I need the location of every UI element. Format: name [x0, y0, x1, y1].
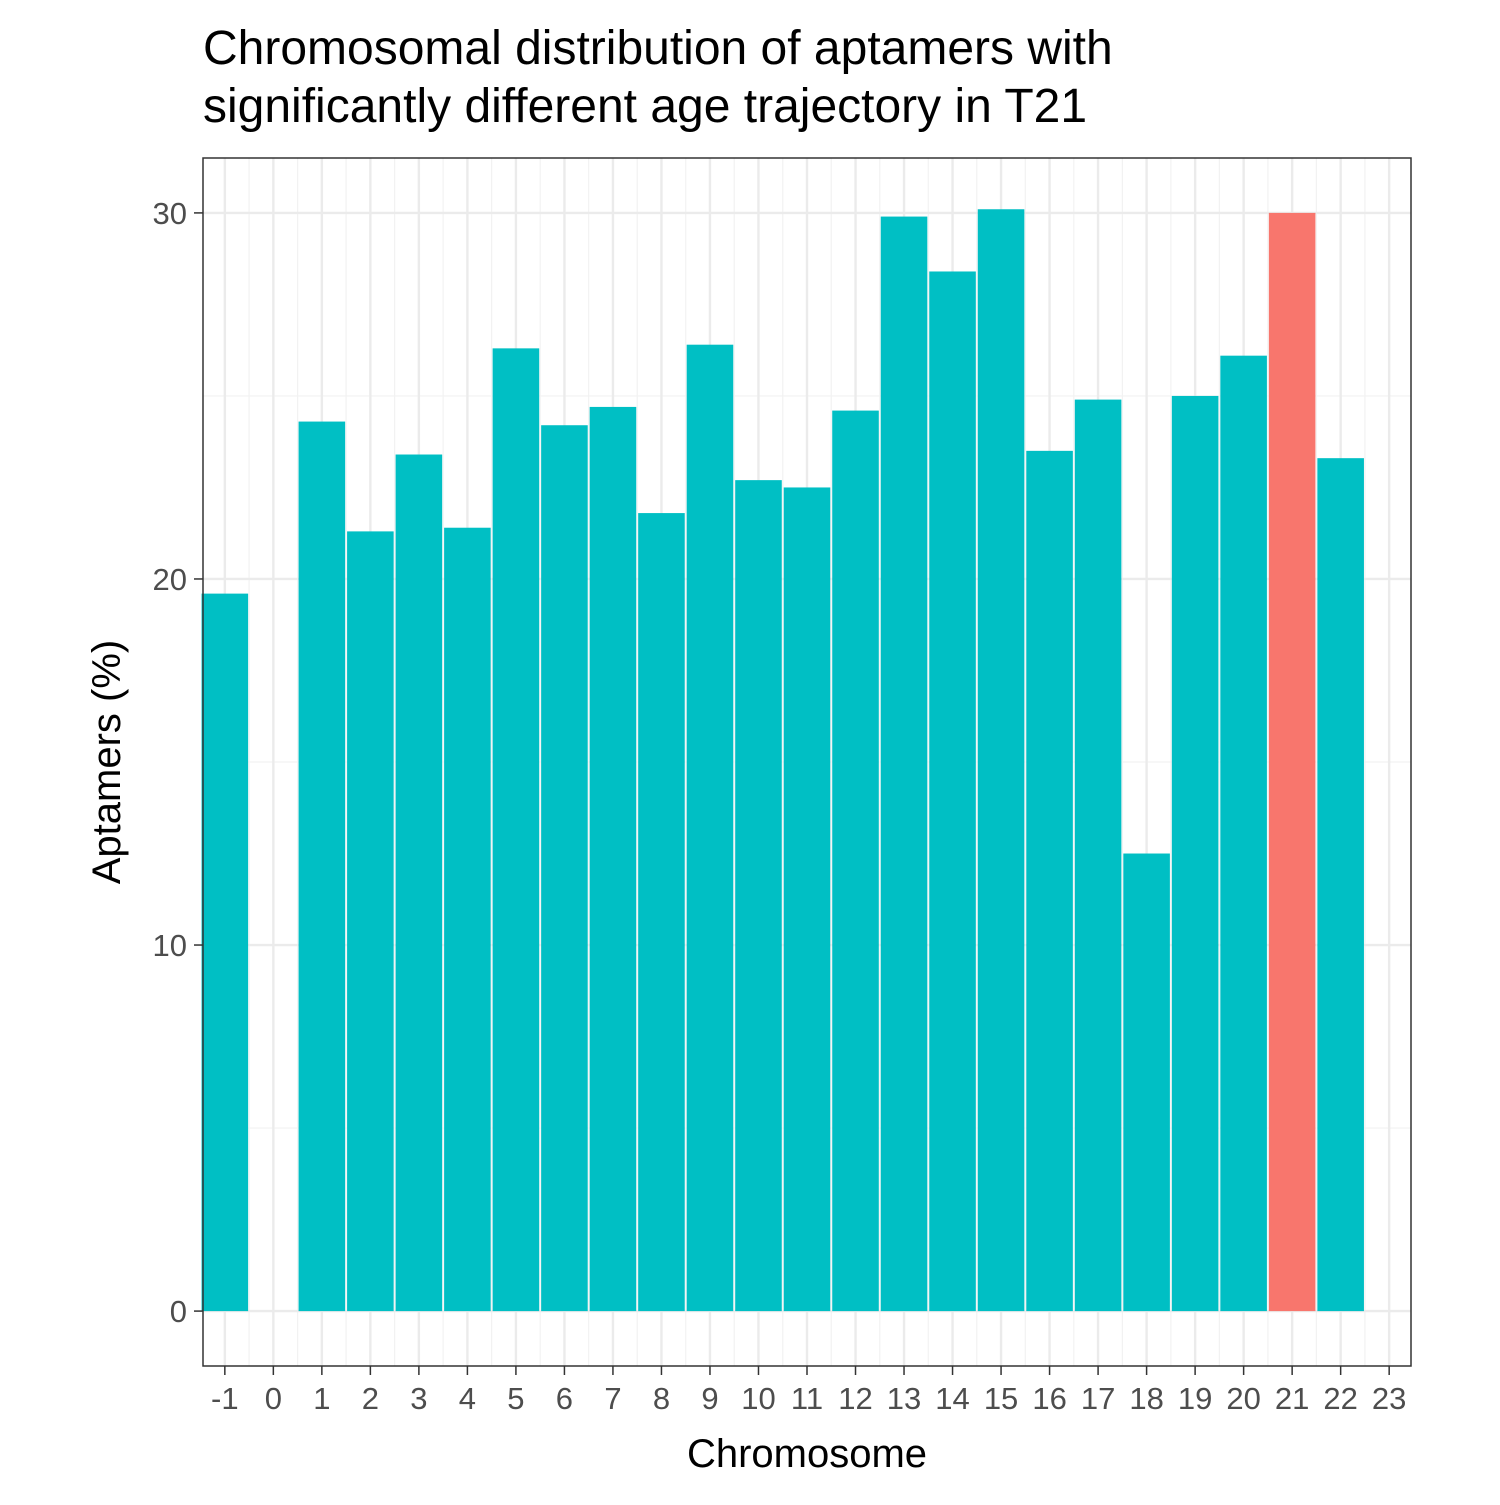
x-tick-label: 15 — [984, 1381, 1018, 1416]
x-axis-ticks: -1 0 1 2 3 4 5 6 7 8 9 10 11 12 13 14 15 16 17 18 19 20 21 22 23 — [211, 1366, 1406, 1416]
bar-chr-21 — [1268, 212, 1316, 1312]
bar-chr-4 — [444, 527, 491, 1312]
bar-chr-5 — [492, 348, 540, 1312]
x-tick-label: 2 — [362, 1381, 379, 1416]
x-tick-label: 17 — [1081, 1381, 1115, 1416]
x-tick-label: 18 — [1129, 1381, 1163, 1416]
bar-chr-16 — [1026, 450, 1073, 1312]
bar-chr-2 — [347, 531, 394, 1312]
x-tick-label: 23 — [1372, 1381, 1406, 1416]
x-tick-label: 22 — [1323, 1381, 1357, 1416]
chart-title-line2: significantly different age trajectory i… — [203, 80, 1087, 133]
x-tick-label: 11 — [791, 1381, 823, 1416]
bar-chr-10 — [735, 480, 782, 1312]
y-axis-label: Aptamers (%) — [85, 640, 129, 885]
x-tick-label: -1 — [211, 1381, 239, 1416]
x-tick-label: 6 — [556, 1381, 573, 1416]
y-tick-label: 0 — [170, 1294, 187, 1329]
y-axis-ticks: 0 10 20 30 — [153, 196, 203, 1329]
x-tick-label: 20 — [1226, 1381, 1260, 1416]
bar-chr--1 — [201, 593, 249, 1312]
x-tick-label: 7 — [604, 1381, 621, 1416]
bar-chr-18 — [1123, 853, 1170, 1312]
x-tick-label: 10 — [741, 1381, 775, 1416]
bar-chr-9 — [686, 344, 734, 1312]
x-tick-label: 9 — [701, 1381, 718, 1416]
bar-chr-11 — [783, 487, 831, 1312]
chart-title-line1: Chromosomal distribution of aptamers wit… — [203, 22, 1113, 75]
y-tick-label: 10 — [153, 928, 187, 963]
bar-chr-7 — [589, 406, 637, 1312]
x-tick-label: 16 — [1032, 1381, 1066, 1416]
x-tick-label: 13 — [887, 1381, 921, 1416]
x-tick-label: 5 — [507, 1381, 524, 1416]
bar-chr-12 — [832, 410, 879, 1312]
bar-chr-15 — [977, 209, 1025, 1312]
x-tick-label: 12 — [838, 1381, 872, 1416]
x-tick-label: 3 — [410, 1381, 427, 1416]
bar-chr-3 — [395, 454, 443, 1312]
x-tick-label: 4 — [459, 1381, 476, 1416]
y-tick-label: 30 — [153, 196, 187, 231]
bar-chr-20 — [1220, 355, 1267, 1312]
bar-chr-17 — [1074, 399, 1122, 1312]
bar-chr-22 — [1317, 458, 1364, 1312]
bar-chr-14 — [929, 271, 976, 1312]
x-tick-label: 1 — [313, 1381, 330, 1416]
bars — [201, 209, 1364, 1312]
bar-chr-13 — [880, 216, 928, 1312]
bar-chr-1 — [298, 421, 346, 1312]
bar-chr-8 — [638, 513, 685, 1312]
bar-chr-19 — [1171, 395, 1219, 1312]
x-tick-label: 21 — [1275, 1381, 1309, 1416]
x-tick-label: 8 — [653, 1381, 670, 1416]
bar-chr-6 — [541, 425, 588, 1312]
x-axis-label: Chromosome — [687, 1432, 927, 1476]
x-tick-label: 0 — [265, 1381, 282, 1416]
x-tick-label: 19 — [1178, 1381, 1212, 1416]
x-tick-label: 14 — [935, 1381, 969, 1416]
y-tick-label: 20 — [153, 562, 187, 597]
